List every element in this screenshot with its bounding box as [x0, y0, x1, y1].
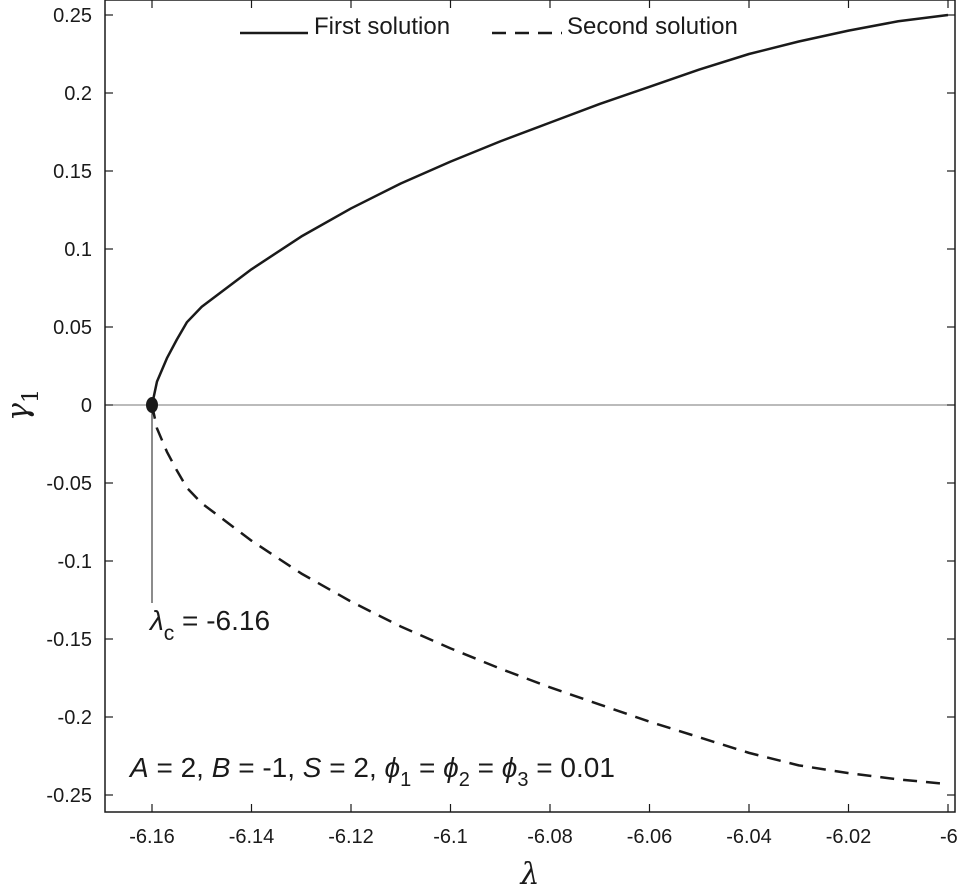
critical-point-marker [146, 397, 158, 413]
y-tick-label: 0.25 [53, 5, 92, 27]
critical-point-label: λc = -6.16 [148, 605, 270, 645]
x-axis-ticks: -6.16 -6.14 -6.12 -6.1 -6.08 -6.06 -6.04 -6.02 -… [129, 0, 958, 848]
y-axis-ticks: 0.25 0.2 0.15 0.1 0.05 0 -0.05 -0.1 -0.15 -0.2 -0.… [46, 5, 955, 807]
x-axis-title: λ [519, 857, 539, 887]
y-axis-title: γ1 [1, 389, 44, 421]
x-tick-label: -6.14 [229, 826, 275, 848]
y-tick-label: 0 [81, 395, 92, 417]
y-tick-label: -0.1 [58, 551, 92, 573]
critical-point-annotation: λc = -6.16 [146, 397, 270, 645]
y-tick-label: -0.05 [46, 473, 92, 495]
parameter-annotation: A = 2, B = -1, S = 2, ϕ1 = ϕ2 = ϕ3 = 0.0… [128, 752, 615, 791]
series-first-solution-line [150, 13, 949, 406]
critical-symbol: λ [148, 605, 164, 636]
y-tick-label: 0.1 [64, 239, 92, 261]
y-tick-label: 0.05 [53, 317, 92, 339]
axes-layer: -6.16 -6.14 -6.12 -6.1 -6.08 -6.06 -6.04 -6.02 -… [46, 0, 958, 848]
x-tick-label: -6 [940, 826, 958, 848]
y-tick-label: -0.2 [58, 707, 92, 729]
y-axis-title-subscript: 1 [19, 389, 44, 403]
legend-label-second-solution: Second solution [567, 13, 738, 40]
legend: First solution Second solution [240, 13, 738, 40]
x-tick-label: -6.08 [527, 826, 573, 848]
x-tick-label: -6.1 [433, 826, 467, 848]
y-tick-label: 0.15 [53, 161, 92, 183]
x-tick-label: -6.12 [328, 826, 374, 848]
x-tick-label: -6.06 [627, 826, 673, 848]
series-second-solution-line [150, 404, 949, 786]
y-tick-label: -0.25 [46, 785, 92, 807]
svg-text:γ1: γ1 [1, 389, 44, 421]
critical-value: = -6.16 [174, 605, 270, 636]
plot-frame [104, 0, 956, 813]
y-axis-title-symbol: γ [1, 403, 36, 421]
legend-label-first-solution: First solution [314, 13, 450, 40]
x-tick-label: -6.02 [826, 826, 872, 848]
y-tick-label: -0.15 [46, 629, 92, 651]
critical-subscript: c [164, 622, 175, 645]
y-tick-label: 0.2 [64, 83, 92, 105]
x-tick-label: -6.16 [129, 826, 175, 848]
x-tick-label: -6.04 [726, 826, 772, 848]
series-layer [150, 13, 949, 786]
